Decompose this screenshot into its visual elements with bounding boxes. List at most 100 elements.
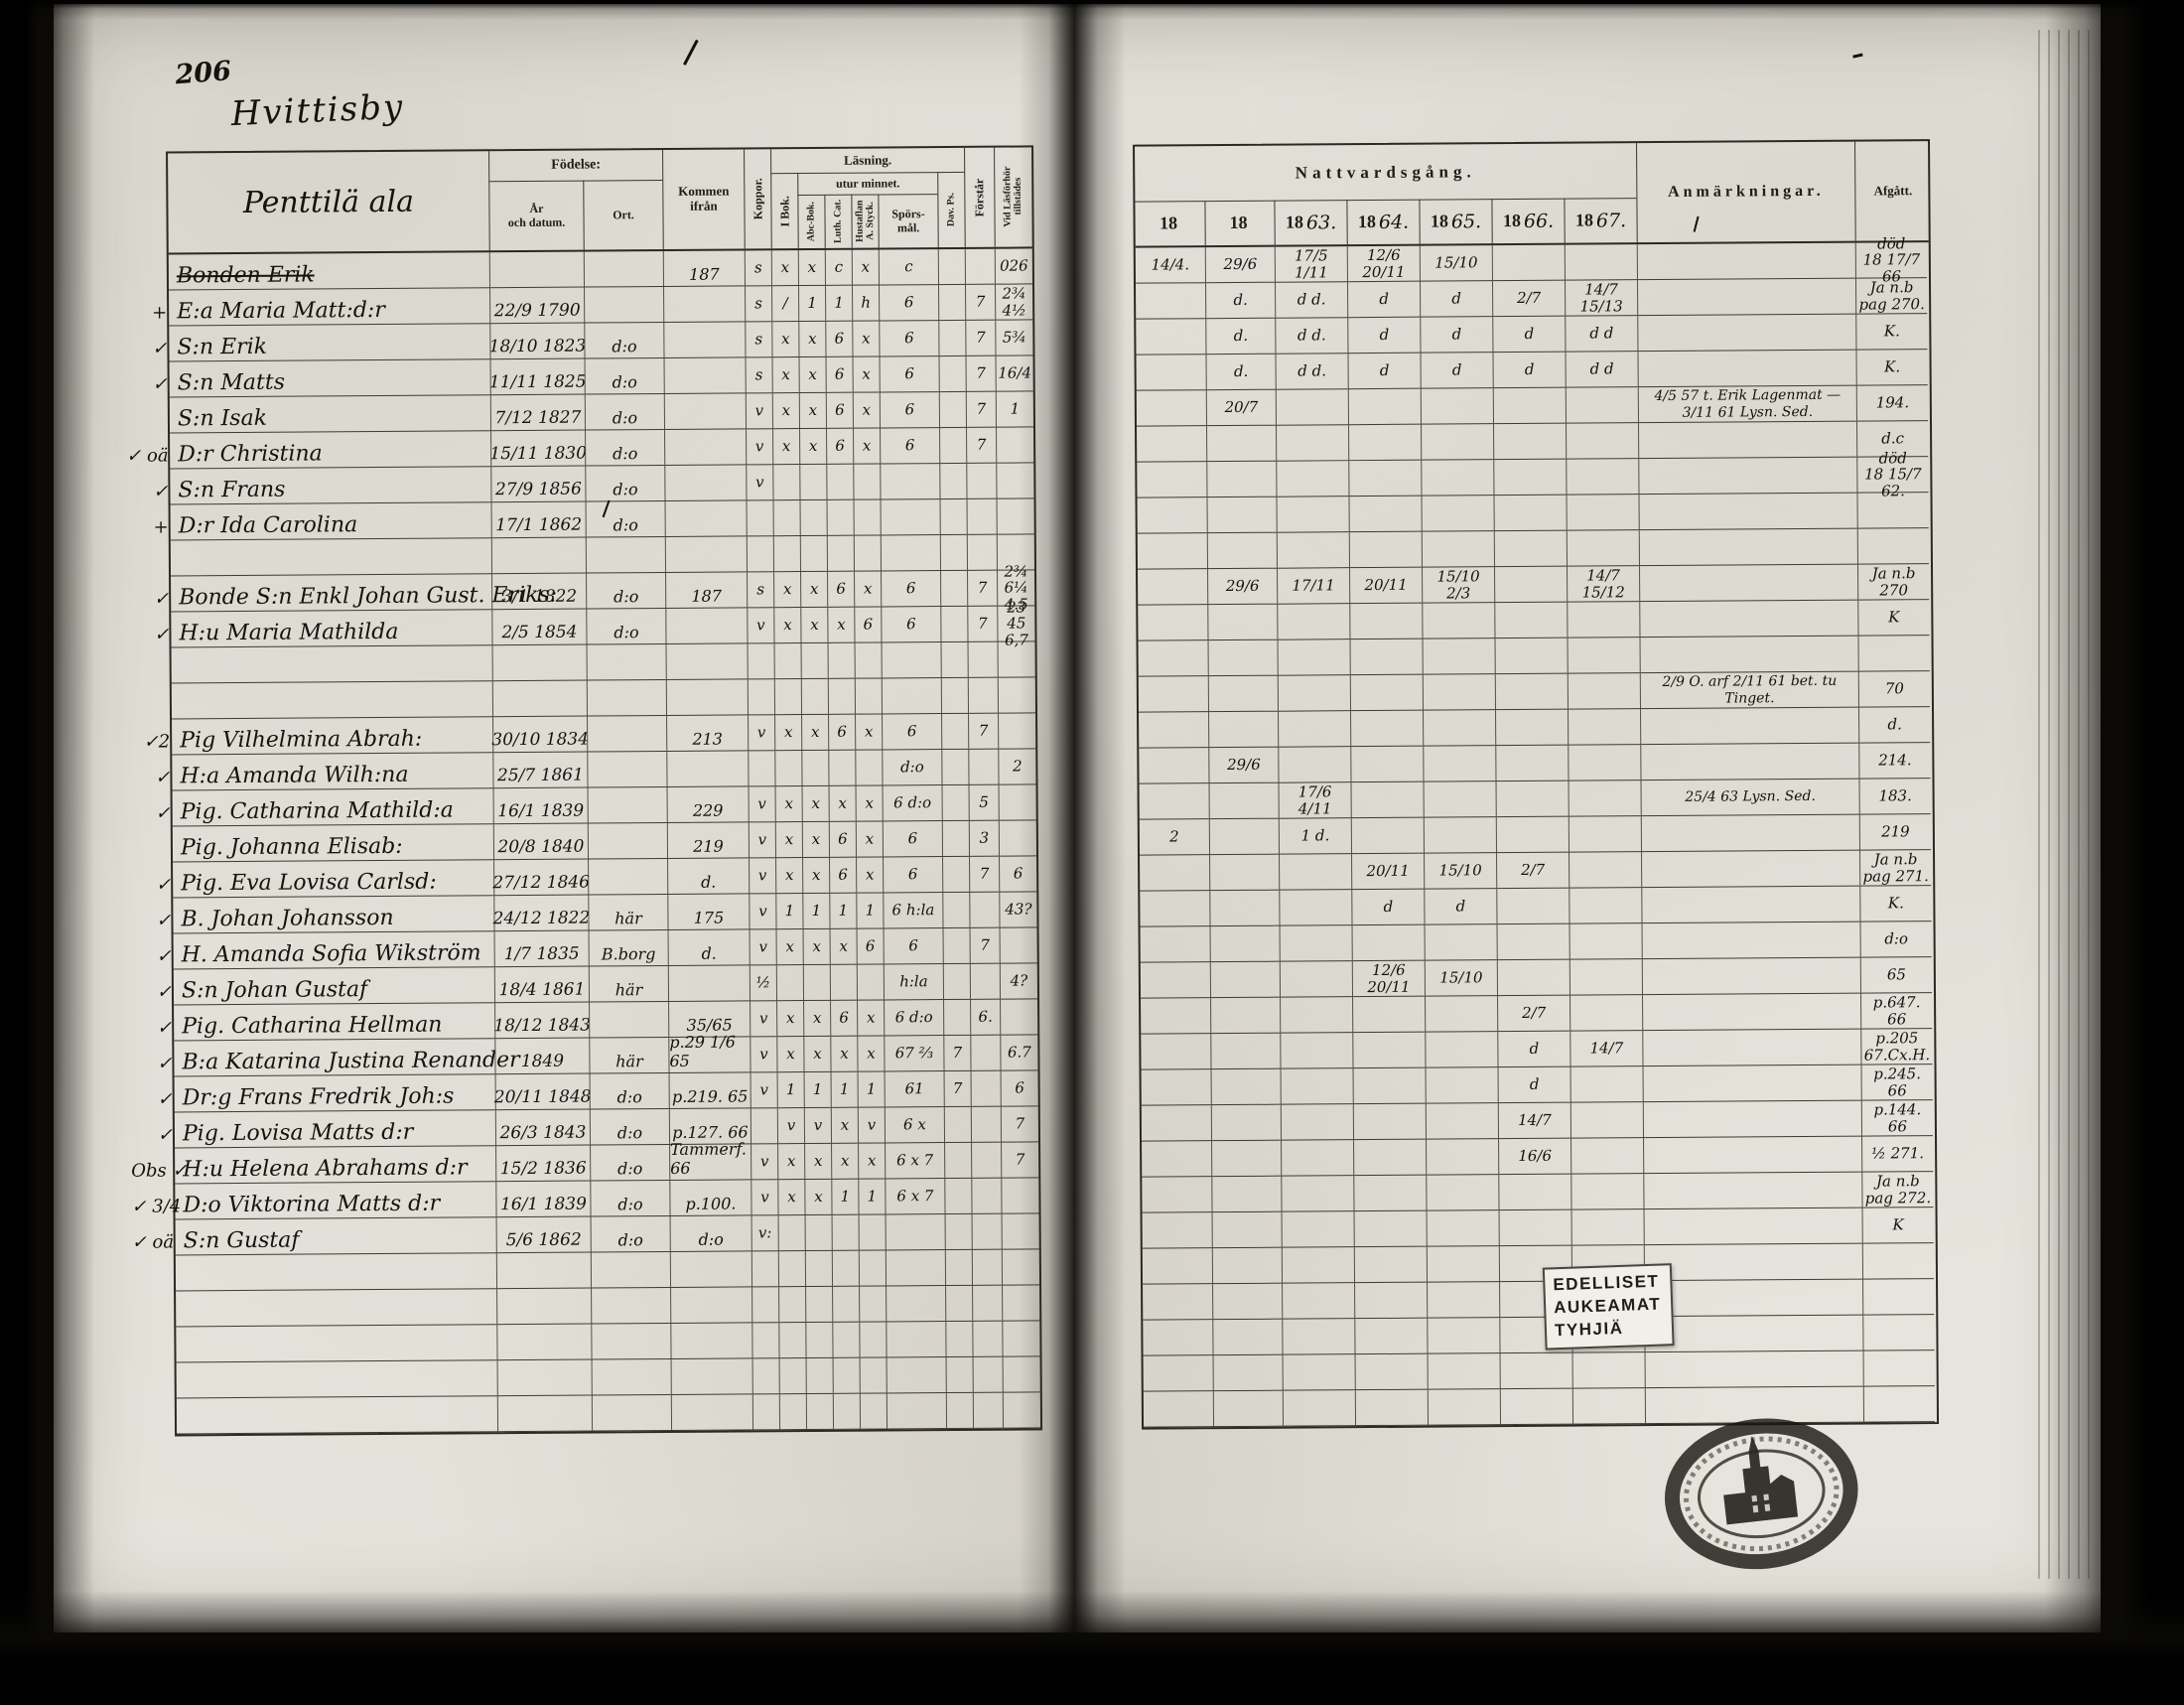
davids-psalms-mark xyxy=(944,1142,972,1180)
abc-book-header: Abc-Bok. xyxy=(797,194,825,249)
understands-mark xyxy=(972,1285,1003,1322)
reading-exam-mark xyxy=(1002,1285,1040,1322)
davids-psalms-mark xyxy=(945,1321,973,1358)
came-from xyxy=(663,393,747,430)
departed-note: Ja n.b 270 xyxy=(1856,564,1930,601)
communion-mark-1 xyxy=(1206,425,1277,463)
remark-note xyxy=(1639,600,1858,639)
smallpox-mark: v xyxy=(748,715,775,752)
departed-note: K. xyxy=(1859,886,1932,923)
davids-psalms-mark xyxy=(941,749,969,786)
communion-mark-0 xyxy=(1139,748,1209,784)
communion-mark-3: d xyxy=(1351,889,1425,926)
birth-place: d:o xyxy=(586,608,666,645)
communion-mark-6 xyxy=(1570,1209,1644,1246)
understands-mark xyxy=(970,1035,1001,1071)
communion-mark-0 xyxy=(1136,319,1206,355)
communion-mark-6: 14/7 15/12 xyxy=(1567,566,1640,603)
questions-mark xyxy=(885,1250,946,1287)
communion-mark-3 xyxy=(1348,496,1422,533)
questions-mark: 6 xyxy=(881,607,941,643)
year-column-2: 18 63. xyxy=(1274,200,1347,245)
birth-place: d:o xyxy=(590,1215,670,1253)
birth-place xyxy=(590,1251,671,1289)
margin-mark: ✓2 xyxy=(143,731,171,753)
year-handwritten: 66. xyxy=(1523,210,1555,232)
house-table-mark xyxy=(854,678,883,715)
came-from xyxy=(663,357,746,394)
remark-note xyxy=(1641,957,1861,996)
communion-mark-1 xyxy=(1210,997,1281,1035)
communion-mark-0 xyxy=(1140,855,1210,892)
remark-note: 25/4 63 Lysn. Sed. xyxy=(1640,779,1859,817)
reading-exam-mark: 23 45 6,7 xyxy=(997,598,1035,648)
reading-exam-mark xyxy=(998,713,1036,750)
communion-mark-0 xyxy=(1141,1069,1211,1106)
remark-note xyxy=(1643,1208,1862,1246)
remark-note xyxy=(1638,493,1857,531)
abc-book-mark: x xyxy=(803,1036,831,1073)
davids-psalms-mark xyxy=(942,856,970,894)
communion-mark-4 xyxy=(1424,924,1497,961)
house-table-mark xyxy=(853,535,882,572)
birth-place: d:o xyxy=(585,500,665,538)
reading-exam-mark xyxy=(1000,999,1038,1036)
remark-note xyxy=(1641,886,1860,924)
remark-note xyxy=(1644,1279,1863,1318)
in-book-mark: x xyxy=(774,786,802,823)
birth-date: 15/11 1830 xyxy=(489,430,587,468)
luther-cat-mark xyxy=(832,1393,861,1430)
reading-exam-mark xyxy=(998,784,1036,821)
luther-cat-mark: x xyxy=(830,1036,858,1072)
communion-mark-2 xyxy=(1279,925,1352,962)
smallpox-mark xyxy=(748,751,775,787)
birth-place xyxy=(586,679,667,717)
communion-mark-5 xyxy=(1496,924,1570,961)
margin-mark: ✓ 3/4 xyxy=(131,1196,182,1217)
abc-book-mark: x xyxy=(798,321,826,358)
in-book-mark xyxy=(773,679,802,716)
birth-date xyxy=(496,1288,592,1326)
birth-date: 30/10 1834 xyxy=(491,716,589,754)
house-table-mark: h xyxy=(852,285,880,322)
communion-mark-4 xyxy=(1426,1175,1499,1211)
attends-reading-exam-header: Vid Läsförhör tillstädes xyxy=(994,147,1032,247)
birth-place: här xyxy=(588,965,669,1003)
reading-exam-mark: 43? xyxy=(999,892,1037,928)
communion-mark-3 xyxy=(1353,1246,1428,1284)
reading-exam-mark: 2 xyxy=(998,749,1036,785)
communion-mark-5 xyxy=(1495,781,1569,818)
communion-mark-6 xyxy=(1568,781,1641,817)
birth-place xyxy=(585,536,666,574)
birth-place-header: Ort. xyxy=(583,180,663,250)
house-table-mark: x xyxy=(852,392,881,429)
ink-speck xyxy=(683,39,699,66)
remark-note: 2/9 O. arf 2/11 61 bet. tu Tinget. xyxy=(1639,671,1859,710)
came-from: 219 xyxy=(666,822,750,859)
understands-mark xyxy=(972,1321,1003,1357)
questions-mark: 6 d:o xyxy=(882,785,942,822)
luther-cat-mark xyxy=(828,750,856,786)
questions-mark: h:la xyxy=(883,964,944,1001)
questions-mark xyxy=(886,1357,946,1394)
person-name: H. Amanda Sofia Wikström ✓ xyxy=(157,931,494,970)
person-name: H:u Helena Abrahams d:r Obs ✓ xyxy=(131,1146,496,1185)
communion-mark-6: d d xyxy=(1565,316,1638,353)
luther-cat-mark: c xyxy=(824,249,853,286)
departed-note: p.647. 66 xyxy=(1860,993,1933,1030)
abc-book-mark xyxy=(804,1214,832,1252)
communion-mark-0 xyxy=(1136,355,1206,391)
margin-mark: ✓ xyxy=(157,1017,173,1039)
luther-cat-mark: x xyxy=(827,607,855,643)
remark-note xyxy=(1637,314,1856,353)
birth-place: d:o xyxy=(585,465,665,502)
communion-mark-6 xyxy=(1566,459,1639,496)
birth-place: d:o xyxy=(590,1180,670,1217)
communion-mark-5: 2/7 xyxy=(1496,852,1570,890)
smallpox-mark: ½ xyxy=(749,965,777,1002)
understands-mark xyxy=(970,1106,1002,1143)
abc-book-mark: 1 xyxy=(798,285,826,323)
birth-place xyxy=(589,1001,669,1039)
person-name: B. Johan Johansson ✓ xyxy=(156,896,494,934)
reading-exam-mark xyxy=(999,927,1037,964)
